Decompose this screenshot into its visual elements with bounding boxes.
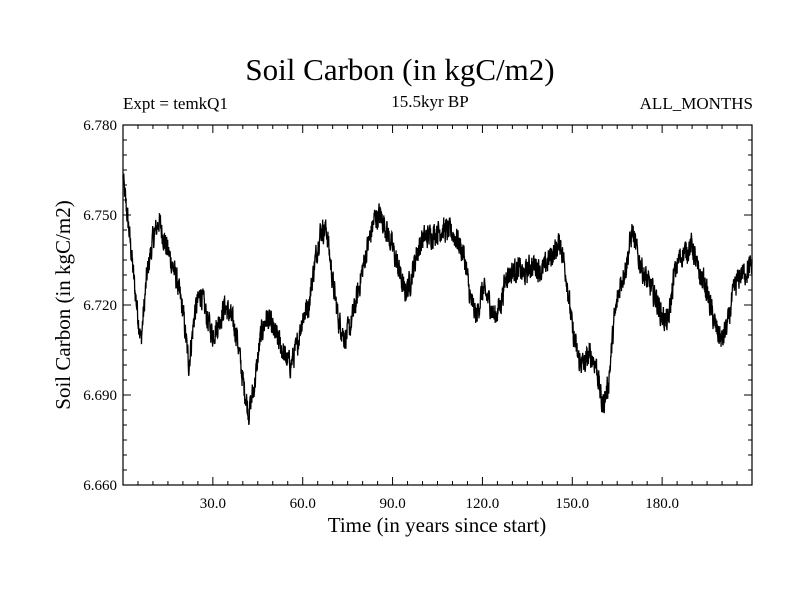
x-axis-label: Time (in years since start) xyxy=(328,513,547,537)
months-label: ALL_MONTHS xyxy=(639,94,753,113)
series-line xyxy=(122,173,753,426)
y-tick-label: 6.750 xyxy=(83,208,117,224)
y-tick-label: 6.780 xyxy=(83,118,117,134)
x-tick-label: 120.0 xyxy=(466,496,500,512)
x-axis-ticks: 30.0 60.0 90.0 120.0 150.0 180.0 xyxy=(137,125,738,512)
x-tick-label: 30.0 xyxy=(200,496,226,512)
experiment-label: Expt = temkQ1 xyxy=(123,94,228,113)
series-layer xyxy=(122,173,753,426)
y-tick-label: 6.720 xyxy=(83,298,117,314)
x-tick-label: 90.0 xyxy=(379,496,405,512)
y-tick-label: 6.690 xyxy=(83,388,117,404)
y-axis-label: Soil Carbon (in kgC/m2) xyxy=(51,200,75,409)
y-axis-ticks: 6.660 6.690 6.720 6.750 6.780 xyxy=(83,118,752,494)
chart-title: Soil Carbon (in kgC/m2) xyxy=(245,52,555,87)
x-tick-label: 180.0 xyxy=(645,496,679,512)
period-label: 15.5kyr BP xyxy=(391,92,469,111)
y-tick-label: 6.660 xyxy=(83,478,117,494)
x-tick-label: 60.0 xyxy=(290,496,316,512)
x-tick-label: 150.0 xyxy=(555,496,589,512)
